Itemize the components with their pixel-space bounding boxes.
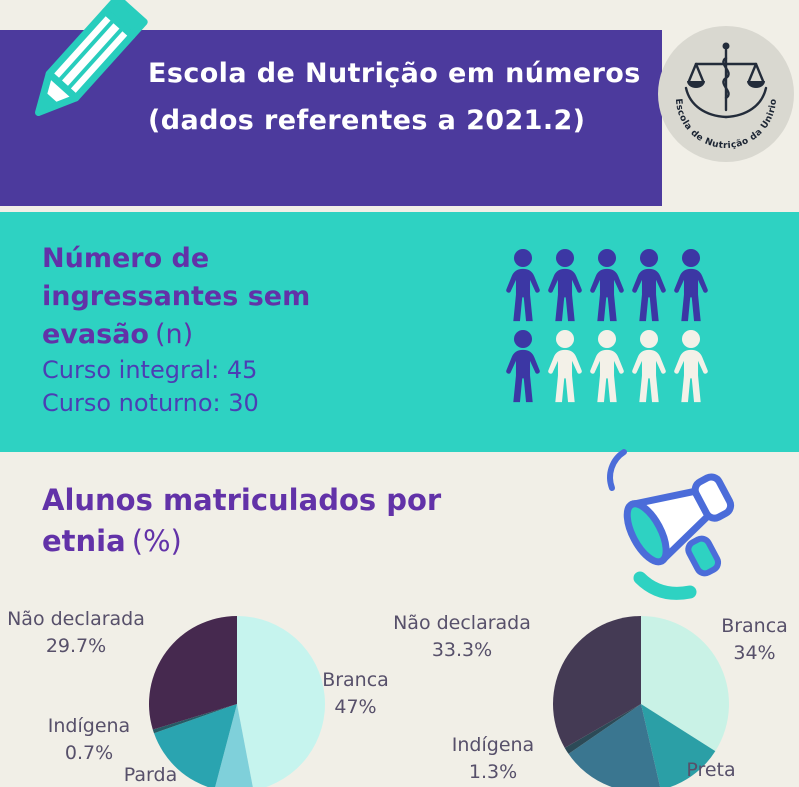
- person-icon: [548, 248, 582, 322]
- etnia-heading: Alunos matriculados por etnia (%): [42, 480, 441, 562]
- person-icon: [506, 329, 540, 403]
- etnia-heading-line2-paren: (%): [131, 524, 182, 558]
- pie2-label-branca: Branca 34%: [712, 613, 797, 667]
- pie2-indigena-pct: 1.3%: [468, 761, 518, 783]
- ingressantes-heading: Número de ingressantes sem evasão (n): [42, 240, 310, 354]
- pie1-nao-declarada-pct: 29.7%: [45, 635, 107, 657]
- pie1-label-parda: Parda: [103, 762, 198, 787]
- pie2-branca-name: Branca: [721, 615, 788, 637]
- pie1-parda-name: Parda: [123, 764, 178, 786]
- pie-chart-1: [149, 616, 325, 787]
- pie1-branca-name: Branca: [322, 669, 389, 691]
- students-pictogram: [504, 248, 710, 410]
- pie2-nao-declarada-pct: 33.3%: [431, 639, 493, 661]
- person-icon: [632, 248, 666, 322]
- etnia-heading-line2-bold: etnia: [42, 524, 126, 558]
- pie-slice-indígena: [564, 704, 641, 754]
- pie-slice-parda: [568, 704, 661, 787]
- ingressantes-band: [0, 212, 799, 452]
- course-numbers: Curso integral: 45 Curso noturno: 30: [42, 354, 259, 420]
- pie1-indigena-pct: 0.7%: [64, 742, 114, 764]
- pie-slice-parda: [154, 704, 237, 787]
- person-icon: [632, 329, 666, 403]
- person-icon: [548, 329, 582, 403]
- etnia-heading-line2: etnia (%): [42, 521, 441, 562]
- ingressantes-heading-line3-bold: evasão: [42, 319, 149, 350]
- curso-integral-text: Curso integral: 45: [42, 356, 258, 384]
- person-icon: [590, 329, 624, 403]
- pie2-indigena-name: Indígena: [451, 734, 535, 756]
- people-row-2: [504, 329, 710, 405]
- page-title-line2: (dados referentes a 2021.2): [148, 105, 586, 136]
- pie-chart-2: [553, 616, 729, 787]
- pie-slice-indígena: [152, 704, 237, 734]
- pie2-label-indigena: Indígena 1.3%: [432, 732, 554, 786]
- pie-slice-preta: [641, 704, 716, 787]
- pie2-branca-pct: 34%: [733, 642, 776, 664]
- ingressantes-heading-line3-paren: (n): [154, 319, 194, 350]
- pie2-label-nao-declarada: Não declarada 33.3%: [392, 610, 532, 664]
- ingressantes-heading-line3: evasão (n): [42, 316, 310, 354]
- pie-slice-não-declarada: [149, 616, 237, 730]
- pie2-preta-name: Preta: [686, 759, 736, 781]
- ingressantes-heading-line1: Número de: [42, 243, 210, 274]
- person-icon: [590, 248, 624, 322]
- pencil-icon: [0, 0, 188, 186]
- pie-slice-não-declarada: [553, 616, 641, 748]
- person-icon: [506, 248, 540, 322]
- pie-slice-branca: [641, 616, 729, 752]
- pie1-label-nao-declarada: Não declarada 29.7%: [5, 606, 147, 660]
- person-icon: [674, 248, 708, 322]
- person-icon: [674, 329, 708, 403]
- curso-noturno-text: Curso noturno: 30: [42, 389, 259, 417]
- pie1-label-indigena: Indígena 0.7%: [28, 713, 150, 767]
- pie2-label-preta: Preta: [667, 757, 755, 784]
- scales-emblem-icon: [684, 48, 768, 119]
- ingressantes-heading-line2: ingressantes sem: [42, 281, 311, 312]
- people-row-1: [504, 248, 710, 324]
- page-title: Escola de Nutrição em números (dados ref…: [148, 50, 653, 144]
- pie1-label-branca: Branca 47%: [303, 667, 408, 721]
- pie-slice-preta: [215, 704, 253, 787]
- pie-slice-branca: [237, 616, 325, 787]
- pie1-branca-pct: 47%: [334, 696, 377, 718]
- pie1-nao-declarada-name: Não declarada: [7, 608, 145, 630]
- megaphone-icon: [598, 418, 773, 612]
- page-title-line1: Escola de Nutrição em números: [148, 58, 641, 89]
- pie2-nao-declarada-name: Não declarada: [393, 612, 531, 634]
- pie1-indigena-name: Indígena: [47, 715, 131, 737]
- etnia-heading-line1: Alunos matriculados por: [42, 483, 442, 517]
- school-logo: Escola de Nutrição da Unirio: [656, 24, 796, 168]
